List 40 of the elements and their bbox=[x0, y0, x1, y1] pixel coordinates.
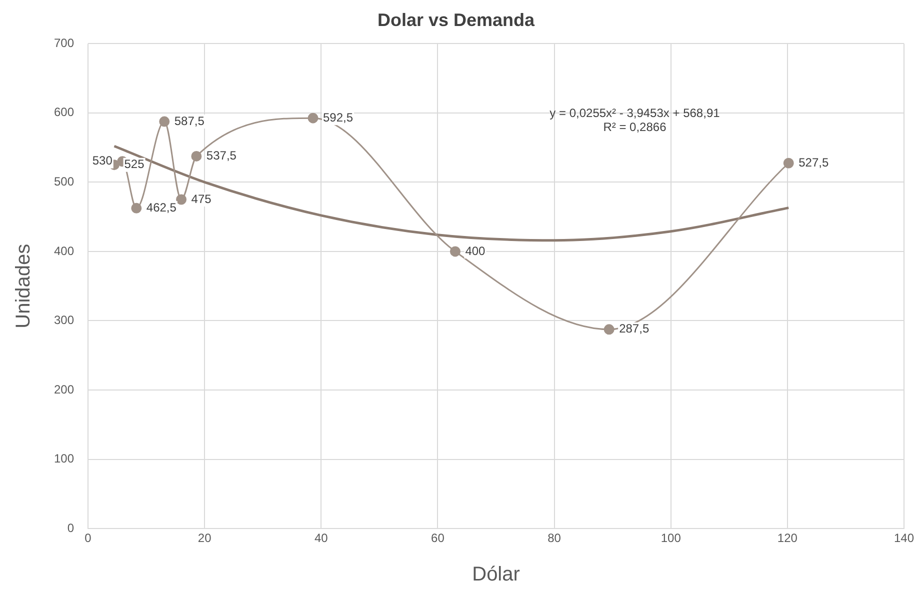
y-tick-label: 400 bbox=[54, 244, 74, 258]
y-tick-label: 700 bbox=[54, 36, 74, 50]
data-label: 537,5 bbox=[206, 148, 237, 162]
data-label: 475 bbox=[191, 192, 212, 206]
x-tick-label: 140 bbox=[894, 531, 914, 546]
x-axis-title: Dólar bbox=[472, 564, 520, 586]
y-tick-label: 600 bbox=[54, 105, 74, 120]
annotation: R² = 0,2866 bbox=[603, 120, 667, 134]
data-label: 287,5 bbox=[619, 322, 650, 336]
x-tick-label: 120 bbox=[777, 531, 798, 546]
data-label: 592,5 bbox=[323, 110, 354, 124]
x-tick-label: 60 bbox=[431, 531, 445, 546]
point bbox=[783, 158, 794, 168]
x-tick-label: 80 bbox=[548, 531, 562, 546]
data-label: 587,5 bbox=[174, 114, 205, 128]
point bbox=[176, 194, 187, 205]
data-label: 400 bbox=[465, 244, 486, 258]
x-tick-label: 100 bbox=[660, 531, 682, 546]
x-tick-label: 20 bbox=[198, 531, 212, 546]
point bbox=[191, 150, 202, 162]
point bbox=[131, 202, 142, 214]
point bbox=[308, 112, 318, 124]
chart-title: Dolar vs Demanda bbox=[377, 10, 536, 30]
data-label: 527,5 bbox=[798, 155, 829, 170]
y-tick-label: 0 bbox=[67, 520, 74, 535]
x-tick-label: 40 bbox=[314, 531, 328, 546]
x-tick-label: 0 bbox=[84, 531, 92, 546]
line-series bbox=[113, 144, 790, 242]
y-tick-label: 100 bbox=[54, 452, 74, 466]
annotation: y = 0,0255x² - 3,9453x + 568,91 bbox=[550, 106, 720, 120]
point bbox=[450, 246, 460, 257]
data-label: 530 bbox=[92, 154, 113, 168]
point bbox=[159, 116, 170, 127]
data-label: 462,5 bbox=[146, 200, 177, 214]
y-axis-title: Unidades bbox=[12, 244, 35, 328]
y-tick-label: 200 bbox=[54, 382, 74, 396]
y-tick-label: 500 bbox=[54, 174, 74, 188]
y-tick-label: 300 bbox=[54, 313, 74, 328]
data-label: 525 bbox=[124, 157, 145, 172]
point bbox=[604, 324, 614, 335]
